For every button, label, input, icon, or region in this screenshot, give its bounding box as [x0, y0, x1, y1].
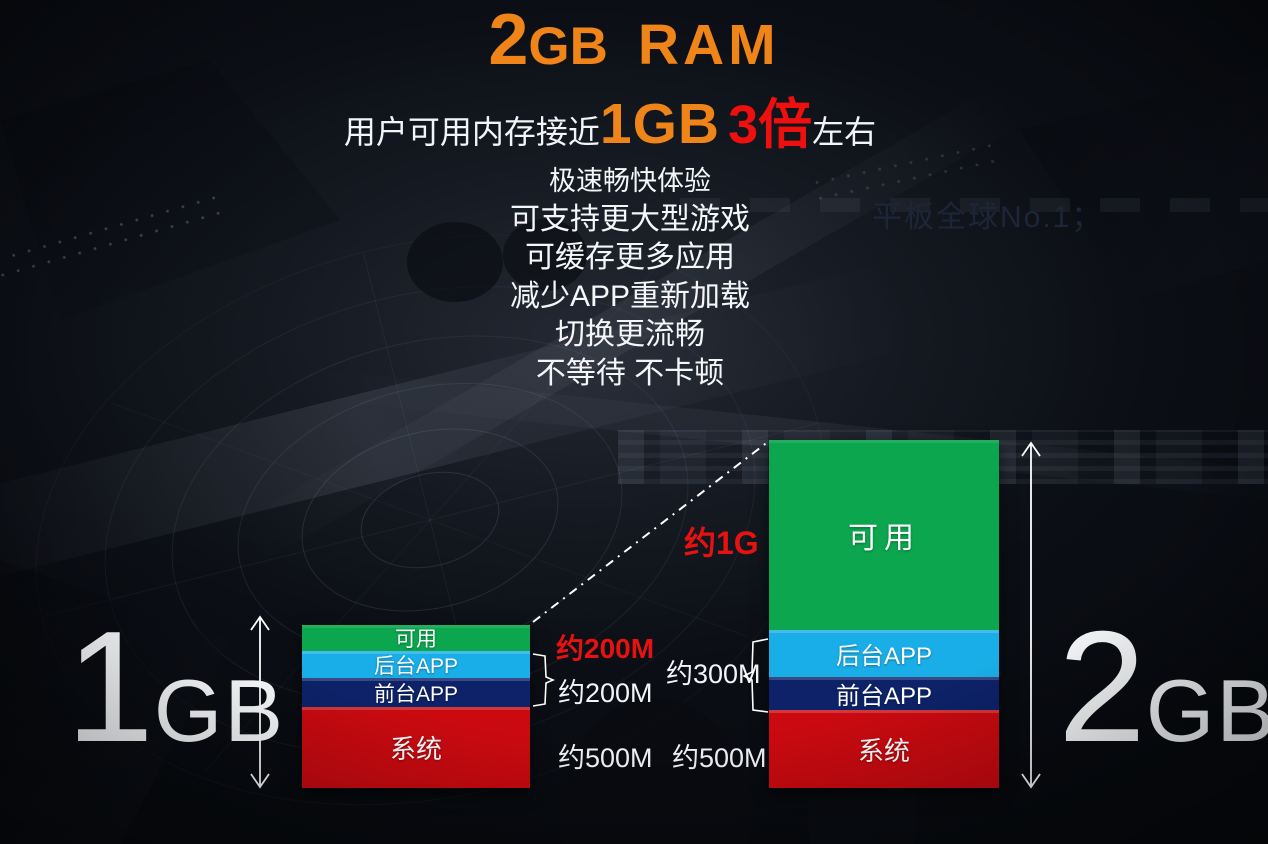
annotation-available-2gb: 约1G: [684, 525, 759, 561]
annotation-available-1gb: 约200M: [556, 633, 655, 664]
subtitle-highlight-3x: 3倍: [728, 95, 813, 155]
benefit-line: 不等待 不卡顿: [535, 356, 725, 390]
segment-foreground-app: 前台APP: [302, 678, 530, 707]
title-ram: RAM: [637, 13, 780, 77]
annotation-system-1gb: 约500M: [558, 743, 653, 773]
title-number: 2: [488, 0, 529, 80]
segment-system: 系统: [769, 710, 999, 788]
faint-watermark-text: 平板全球No.1；: [872, 201, 1104, 234]
segment-foreground-app: 前台APP: [769, 677, 999, 710]
segment-system: 系统: [302, 707, 530, 788]
total-label-1gb: 1GB: [66, 608, 285, 766]
benefit-line: 切换更流畅: [555, 318, 705, 351]
segment-label: 系统: [857, 735, 910, 766]
segment-label: 后台APP: [835, 643, 933, 670]
stacked-bar-2gb: 可用 后台APP 前台APP 系统: [769, 440, 999, 788]
segment-label: 系统: [389, 734, 442, 764]
annotation-apps-2gb: 约300M: [666, 659, 761, 689]
segment-background-app: 后台APP: [769, 630, 999, 677]
segment-available: 可用: [302, 625, 530, 651]
segment-label: 后台APP: [373, 654, 459, 678]
stacked-bar-1gb: 可用 后台APP 前台APP 系统: [302, 625, 530, 788]
subtitle: 用户可用内存接近1GB 3倍左右: [0, 96, 1220, 167]
subtitle-tail: 左右: [812, 114, 877, 150]
left-arrowhead-down: [250, 773, 270, 789]
benefit-line: 减少APP重新加载: [509, 279, 751, 313]
segment-label: 前台APP: [373, 682, 459, 706]
annotation-apps-1gb: 约200M: [558, 678, 653, 708]
page-title: 2GB RAM: [0, 4, 1268, 92]
benefit-line: 可缓存更多应用: [525, 241, 735, 274]
subtitle-highlight-1gb: 1GB: [599, 92, 721, 156]
segment-label: 前台APP: [835, 683, 933, 710]
total-number: 1: [66, 599, 154, 775]
total-label-2gb: 2GB: [1058, 608, 1268, 766]
title-unit: GB: [528, 17, 608, 76]
subtitle-lead: 用户可用内存接近: [343, 114, 600, 150]
segment-background-app: 后台APP: [302, 651, 530, 678]
annotation-system-2gb: 约500M: [672, 743, 767, 773]
total-number: 2: [1058, 599, 1146, 775]
segment-label: 可用: [848, 522, 920, 555]
bracket-apps-1gb: [532, 653, 556, 707]
total-unit: GB: [153, 661, 286, 760]
segment-available: 可用: [769, 440, 999, 630]
segment-label: 可用: [395, 628, 437, 651]
right-arrowhead-down: [1021, 773, 1041, 789]
total-unit: GB: [1145, 661, 1268, 760]
